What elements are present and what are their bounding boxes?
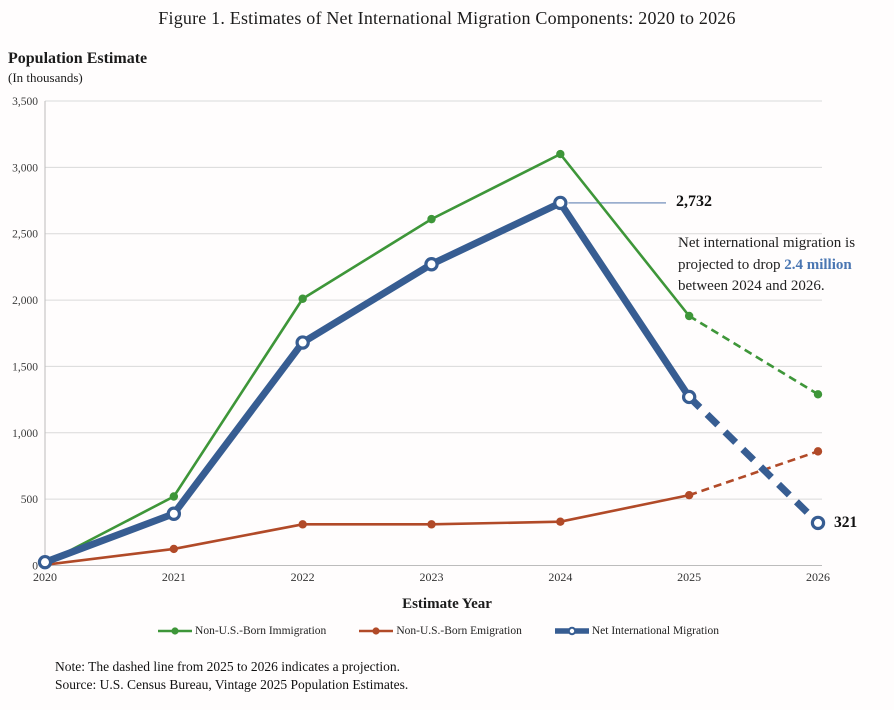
y-tick-label: 2,500 <box>12 229 38 241</box>
legend-swatch-non-u-s-born-emigration <box>359 627 394 635</box>
y-tick-label: 1,500 <box>12 361 38 373</box>
x-tick-label: 2022 <box>291 570 315 584</box>
legend-item-net-international-migration: Net International Migration <box>554 624 719 638</box>
data-point <box>169 544 179 554</box>
x-tick-label: 2023 <box>420 570 444 584</box>
data-point <box>427 520 436 529</box>
data-point <box>810 515 826 531</box>
data-point <box>556 517 565 526</box>
x-tick-label: 2024 <box>548 570 572 584</box>
y-tick-label: 0 <box>32 561 38 573</box>
x-tick-label: 2021 <box>162 570 186 584</box>
data-point <box>684 490 694 500</box>
y-tick-label: 3,000 <box>12 162 38 174</box>
y-axis-units: (In thousands) <box>8 70 83 85</box>
data-point <box>37 554 53 570</box>
x-tick-label: 2026 <box>806 570 830 584</box>
gridlines <box>45 100 822 566</box>
data-point <box>553 195 568 211</box>
data-point <box>681 389 697 405</box>
legend-marker <box>171 627 179 635</box>
y-tick-label: 1,000 <box>12 428 38 440</box>
x-tick-label: 2025 <box>677 570 701 584</box>
series-net-international-migration <box>37 195 826 570</box>
legend-swatch-non-u-s-born-immigration <box>158 627 193 635</box>
note-text: Note: The dashed line from 2025 to 2026 … <box>55 659 401 674</box>
legend-label: Non-U.S.-Born Emigration <box>396 625 522 637</box>
peak-value-label: 2,732 <box>676 192 712 210</box>
data-point <box>298 294 307 303</box>
figure-title: Figure 1. Estimates of Net International… <box>158 8 736 28</box>
legend-marker <box>567 626 577 636</box>
callout-highlight: 2.4 million <box>784 256 852 273</box>
legend-label: Net International Migration <box>591 625 719 637</box>
line-solid <box>44 152 691 565</box>
legend-item-non-u-s-born-immigration: Non-U.S.-Born Immigration <box>157 624 326 638</box>
data-point <box>813 390 823 399</box>
data-point <box>427 214 436 224</box>
footnotes: Note: The dashed line from 2025 to 2026 … <box>55 658 408 694</box>
legend-item-non-u-s-born-emigration: Non-U.S.-Born Emigration <box>358 624 522 638</box>
data-point <box>556 149 565 159</box>
end-value-label: 321 <box>834 513 858 531</box>
series-non-u-s-born-emigration <box>40 447 823 570</box>
legend-marker <box>372 627 380 635</box>
callout-line1: Net international migration is <box>678 235 856 251</box>
data-point <box>813 447 823 456</box>
y-tick-label: 3,500 <box>12 96 38 108</box>
callout-text: Net international migration is projected… <box>678 233 894 298</box>
data-point <box>298 520 307 529</box>
line-solid <box>44 493 690 567</box>
legend-swatch-net-international-migration <box>554 626 589 636</box>
line-solid <box>43 198 693 566</box>
callout-line3: between 2024 and 2026. <box>678 278 825 294</box>
x-tick-label: 2020 <box>33 570 57 584</box>
y-tick-label: 500 <box>21 494 39 506</box>
legend-label: Non-U.S.-Born Immigration <box>195 625 327 637</box>
x-axis-title: Estimate Year <box>402 596 492 612</box>
series-non-u-s-born-immigration <box>40 149 823 568</box>
legend: Non-U.S.-Born Immigration Non-U.S.-Born E… <box>0 624 876 638</box>
callout-line2: projected to drop <box>678 256 785 273</box>
data-point <box>424 257 439 272</box>
data-point <box>295 335 310 350</box>
line-projection <box>686 394 821 526</box>
y-axis-title: Population Estimate <box>8 50 148 67</box>
data-point <box>169 492 179 501</box>
y-tick-label: 2,000 <box>12 295 38 307</box>
line-projection <box>688 314 819 396</box>
source-text: Source: U.S. Census Bureau, Vintage 2025… <box>55 677 409 692</box>
data-point <box>684 311 694 321</box>
line-projection <box>688 450 819 497</box>
data-point <box>166 506 182 521</box>
